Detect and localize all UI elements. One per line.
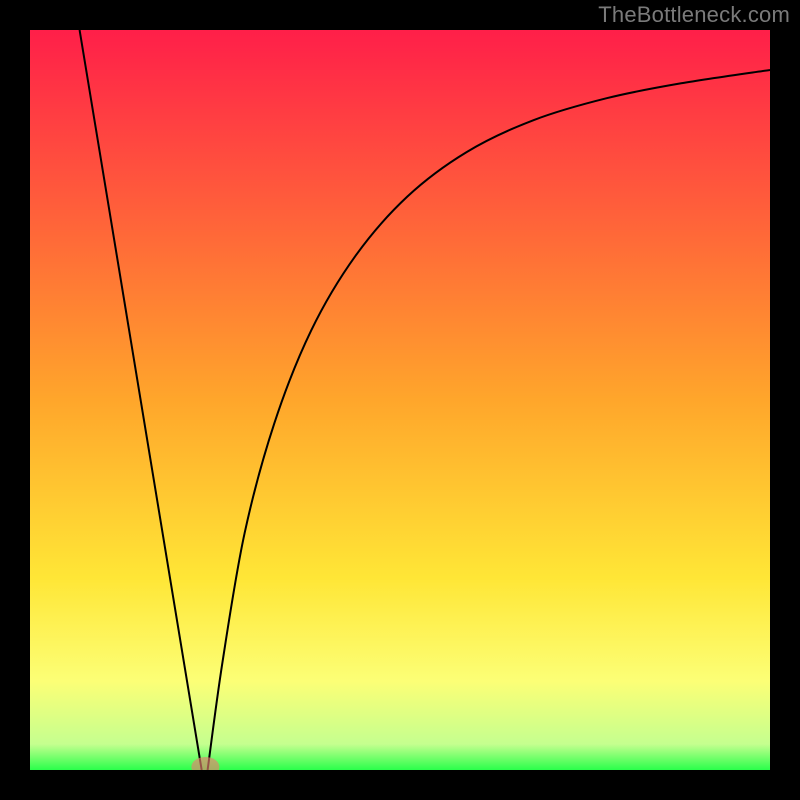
plot-area [30, 30, 770, 770]
watermark-text: TheBottleneck.com [598, 2, 790, 28]
left-line-segment [80, 30, 202, 770]
chart-svg [30, 30, 770, 770]
right-curve-segment [208, 70, 770, 770]
vertex-marker [191, 757, 219, 770]
outer-frame [0, 0, 800, 800]
